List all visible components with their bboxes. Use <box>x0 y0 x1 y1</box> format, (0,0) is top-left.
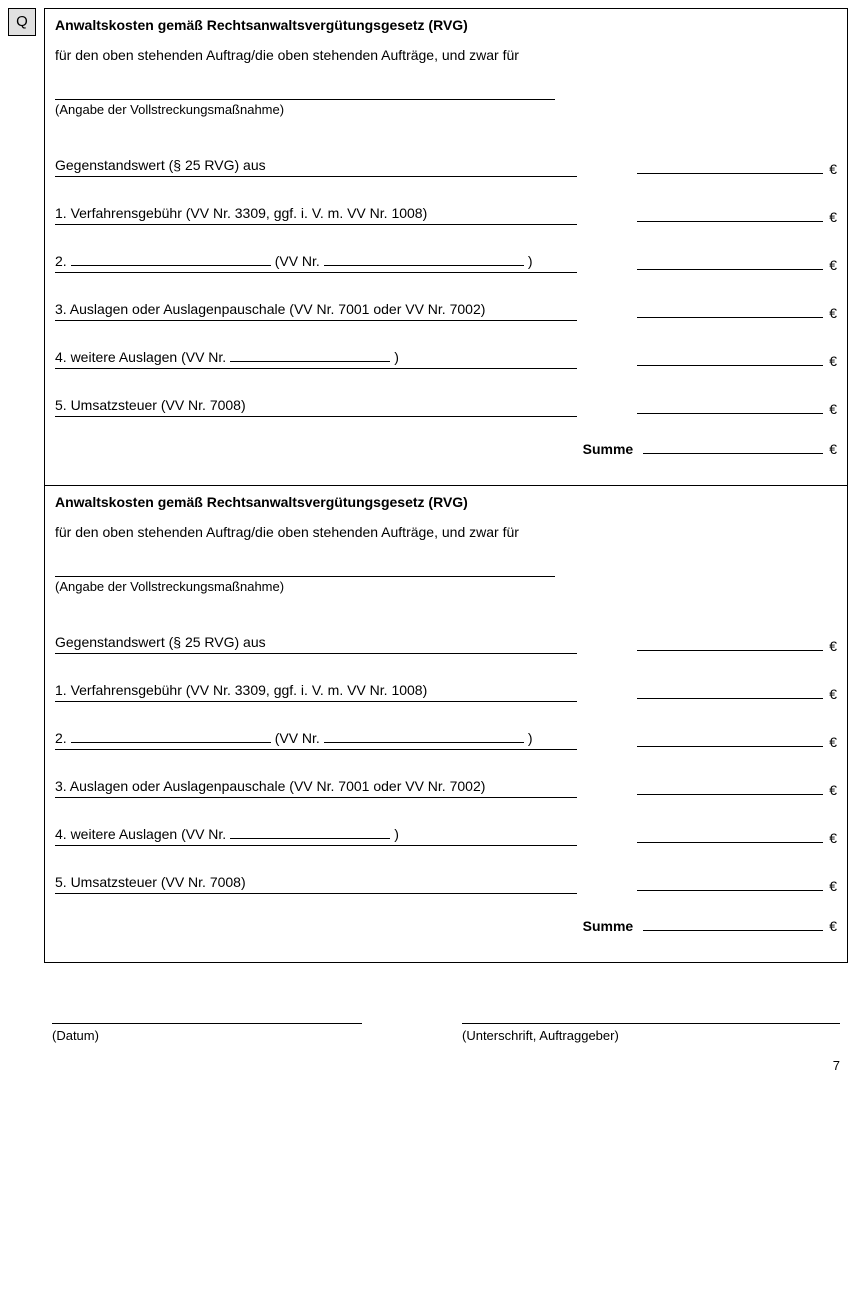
section-marker-q: Q <box>8 8 36 36</box>
block1-summe-amount[interactable] <box>643 453 823 454</box>
block2-gegenstand-label: Gegenstandswert (§ 25 RVG) aus <box>55 634 266 650</box>
signature-line[interactable] <box>462 1023 840 1024</box>
block1-summe-label: Summe <box>583 441 634 457</box>
block1-item2-amount[interactable] <box>637 269 823 270</box>
euro-symbol: € <box>829 734 837 750</box>
block1-item1-row: 1. Verfahrensgebühr (VV Nr. 3309, ggf. i… <box>45 205 847 229</box>
block1-gegenstand-row: Gegenstandswert (§ 25 RVG) aus € <box>45 157 847 181</box>
block1-item2-blank2[interactable] <box>324 265 524 266</box>
block1-item4-row: 4. weitere Auslagen (VV Nr. ) € <box>45 349 847 373</box>
block1-item4-blank[interactable] <box>230 361 390 362</box>
block1-item2-close: ) <box>528 253 533 269</box>
block2-item2-row: 2. (VV Nr. ) € <box>45 730 847 754</box>
euro-symbol: € <box>829 918 837 934</box>
euro-symbol: € <box>829 305 837 321</box>
euro-symbol: € <box>829 638 837 654</box>
date-label: (Datum) <box>52 1028 362 1043</box>
block2-summe-label: Summe <box>583 918 634 934</box>
block2-item5-row: 5. Umsatzsteuer (VV Nr. 7008) € <box>45 874 847 898</box>
block1-item2-prefix: 2. <box>55 253 67 269</box>
block1-item2-vvnr: (VV Nr. <box>275 253 320 269</box>
euro-symbol: € <box>829 878 837 894</box>
block1-item4-amount[interactable] <box>637 365 823 366</box>
block2-item2-close: ) <box>528 730 533 746</box>
block2-gegenstand-amount[interactable] <box>637 650 823 651</box>
block2-summe-amount[interactable] <box>643 930 823 931</box>
block2-item3-amount[interactable] <box>637 794 823 795</box>
signature-row: (Datum) (Unterschrift, Auftraggeber) <box>52 1023 840 1043</box>
block2-item2-amount[interactable] <box>637 746 823 747</box>
block2-title: Anwaltskosten gemäß Rechtsanwaltsvergütu… <box>55 494 837 524</box>
block2-item2-blank1[interactable] <box>71 742 271 743</box>
block1-item5-row: 5. Umsatzsteuer (VV Nr. 7008) € <box>45 397 847 421</box>
block1-subtitle: für den oben stehenden Auftrag/die oben … <box>55 47 837 99</box>
block2-item2-prefix: 2. <box>55 730 67 746</box>
block1-item5-label: 5. Umsatzsteuer (VV Nr. 7008) <box>55 397 246 413</box>
date-block: (Datum) <box>52 1023 362 1043</box>
block2-item2-blank2[interactable] <box>324 742 524 743</box>
block1-item3-label: 3. Auslagen oder Auslagenpauschale (VV N… <box>55 301 485 317</box>
block1-gegenstand-amount[interactable] <box>637 173 823 174</box>
euro-symbol: € <box>829 353 837 369</box>
euro-symbol: € <box>829 441 837 457</box>
block2-item1-label: 1. Verfahrensgebühr (VV Nr. 3309, ggf. i… <box>55 682 427 698</box>
block2-item1-row: 1. Verfahrensgebühr (VV Nr. 3309, ggf. i… <box>45 682 847 706</box>
block1-item4-close: ) <box>394 349 399 365</box>
block1-item3-amount[interactable] <box>637 317 823 318</box>
block2-subtitle: für den oben stehenden Auftrag/die oben … <box>55 524 837 576</box>
euro-symbol: € <box>829 830 837 846</box>
block2-item4-blank[interactable] <box>230 838 390 839</box>
form-box: Anwaltskosten gemäß Rechtsanwaltsvergütu… <box>44 8 848 963</box>
block1-item4-prefix: 4. weitere Auslagen (VV Nr. <box>55 349 226 365</box>
block1-item2-row: 2. (VV Nr. ) € <box>45 253 847 277</box>
euro-symbol: € <box>829 686 837 702</box>
block1-item1-amount[interactable] <box>637 221 823 222</box>
block2-item4-row: 4. weitere Auslagen (VV Nr. ) € <box>45 826 847 850</box>
block2-item5-label: 5. Umsatzsteuer (VV Nr. 7008) <box>55 874 246 890</box>
block1-item3-row: 3. Auslagen oder Auslagenpauschale (VV N… <box>45 301 847 325</box>
block2-item4-amount[interactable] <box>637 842 823 843</box>
euro-symbol: € <box>829 401 837 417</box>
cost-block-2: Anwaltskosten gemäß Rechtsanwaltsvergütu… <box>45 486 847 634</box>
block2-item5-amount[interactable] <box>637 890 823 891</box>
euro-symbol: € <box>829 161 837 177</box>
signature-label: (Unterschrift, Auftraggeber) <box>462 1028 840 1043</box>
block1-title: Anwaltskosten gemäß Rechtsanwaltsvergütu… <box>55 17 837 47</box>
block1-item2-blank1[interactable] <box>71 265 271 266</box>
block2-angabe: (Angabe der Vollstreckungsmaßnahme) <box>55 576 555 634</box>
cost-block-1: Anwaltskosten gemäß Rechtsanwaltsvergütu… <box>45 9 847 157</box>
page-number: 7 <box>833 1058 840 1073</box>
date-line[interactable] <box>52 1023 362 1024</box>
block1-summe-row: Summe € <box>45 421 847 485</box>
block1-item1-label: 1. Verfahrensgebühr (VV Nr. 3309, ggf. i… <box>55 205 427 221</box>
block2-item4-close: ) <box>394 826 399 842</box>
block2-item1-amount[interactable] <box>637 698 823 699</box>
block2-item3-label: 3. Auslagen oder Auslagenpauschale (VV N… <box>55 778 485 794</box>
block2-item4-prefix: 4. weitere Auslagen (VV Nr. <box>55 826 226 842</box>
block2-item2-vvnr: (VV Nr. <box>275 730 320 746</box>
block2-summe-row: Summe € <box>45 898 847 962</box>
euro-symbol: € <box>829 257 837 273</box>
block2-gegenstand-row: Gegenstandswert (§ 25 RVG) aus € <box>45 634 847 658</box>
euro-symbol: € <box>829 209 837 225</box>
block1-gegenstand-label: Gegenstandswert (§ 25 RVG) aus <box>55 157 266 173</box>
signature-block: (Unterschrift, Auftraggeber) <box>462 1023 840 1043</box>
block2-item3-row: 3. Auslagen oder Auslagenpauschale (VV N… <box>45 778 847 802</box>
block1-angabe: (Angabe der Vollstreckungsmaßnahme) <box>55 99 555 157</box>
euro-symbol: € <box>829 782 837 798</box>
block1-item5-amount[interactable] <box>637 413 823 414</box>
